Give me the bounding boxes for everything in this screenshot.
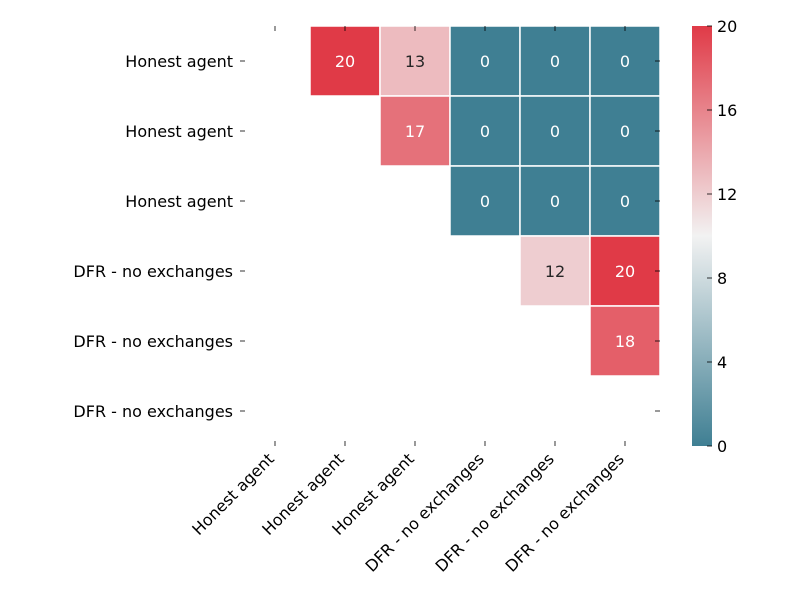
y-axis: Honest agent Honest agent Honest agent DFR … [73,52,660,421]
cell-value-label: 0 [480,192,490,211]
cell-value-label: 18 [615,332,635,351]
heatmap-cell-labels: 20 13 0 0 0 17 0 0 0 0 0 0 12 20 18 [335,52,635,351]
cell-value-label: 13 [405,52,425,71]
x-tick-label: DFR - no exchanges [362,449,488,575]
heatmap-cell [449,165,521,237]
cell-value-label: 0 [620,192,630,211]
colorbar-tick-label: 4 [717,353,727,372]
cell-value-label: 0 [550,52,560,71]
cell-value-label: 0 [480,52,490,71]
y-tick-label: DFR - no exchanges [73,262,233,281]
cell-value-label: 17 [405,122,425,141]
y-tick-label: DFR - no exchanges [73,402,233,421]
cell-value-label: 20 [335,52,355,71]
cell-value-label: 12 [545,262,565,281]
cell-value-label: 0 [620,122,630,141]
y-tick-label: Honest agent [125,192,233,211]
heatmap-cells [309,25,661,377]
heatmap-cell [589,235,661,307]
colorbar-tick-label: 12 [717,185,737,204]
colorbar: 0 4 8 12 16 20 [692,17,737,456]
y-tick-label: Honest agent [125,52,233,71]
heatmap-cell [379,95,451,167]
heatmap-cell [519,235,591,307]
cell-value-label: 0 [550,122,560,141]
heatmap-cell [309,25,381,97]
colorbar-tick-label: 0 [717,437,727,456]
y-tick-label: DFR - no exchanges [73,332,233,351]
heatmap-cell [589,165,661,237]
colorbar-tick-label: 16 [717,101,737,120]
cell-value-label: 0 [550,192,560,211]
x-tick-label: DFR - no exchanges [432,449,558,575]
heatmap-cell [519,95,591,167]
cell-value-label: 0 [620,52,630,71]
y-tick-label: Honest agent [125,122,233,141]
x-tick-label: DFR - no exchanges [502,449,628,575]
cell-value-label: 20 [615,262,635,281]
colorbar-tick-label: 20 [717,17,737,36]
cell-value-label: 0 [480,122,490,141]
colorbar-tick-label: 8 [717,269,727,288]
heatmap-cell [379,25,451,97]
colorbar-gradient [692,26,712,446]
